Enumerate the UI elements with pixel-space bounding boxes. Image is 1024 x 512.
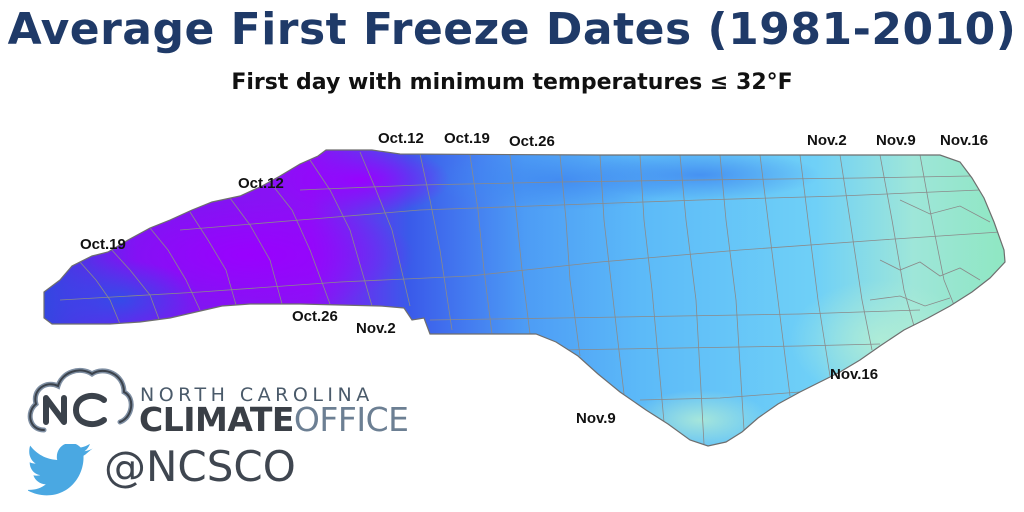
page-subtitle: First day with minimum temperatures ≤ 32… bbox=[231, 70, 793, 95]
label-oct12-west: Oct.12 bbox=[238, 175, 284, 192]
label-nov16-coast: Nov.16 bbox=[830, 366, 879, 383]
county-lines bbox=[59, 151, 1001, 445]
org-name-office: OFFICE bbox=[293, 400, 409, 439]
twitter-bird-icon bbox=[26, 442, 96, 500]
org-name-climate: CLIMATE bbox=[139, 400, 294, 439]
label-oct26-top: Oct.26 bbox=[509, 133, 555, 150]
label-nov2-south: Nov.2 bbox=[356, 320, 396, 337]
label-nov9-south: Nov.9 bbox=[576, 410, 616, 427]
twitter-handle[interactable]: @NCSCO bbox=[104, 442, 296, 491]
label-oct26-south: Oct.26 bbox=[292, 308, 338, 325]
label-nov2-top: Nov.2 bbox=[807, 132, 847, 149]
page-title: Average First Freeze Dates (1981-2010) bbox=[7, 4, 1017, 55]
label-oct19-west: Oct.19 bbox=[80, 236, 126, 253]
label-oct12-top: Oct.12 bbox=[378, 130, 424, 147]
label-nov9-top: Nov.9 bbox=[876, 132, 916, 149]
cloud-nc-icon bbox=[24, 360, 134, 442]
org-name-top: NORTH CAROLINA bbox=[140, 384, 374, 406]
org-name-main: CLIMATEOFFICE bbox=[139, 400, 409, 439]
label-nov16-top: Nov.16 bbox=[940, 132, 989, 149]
label-oct19-top: Oct.19 bbox=[444, 130, 490, 147]
